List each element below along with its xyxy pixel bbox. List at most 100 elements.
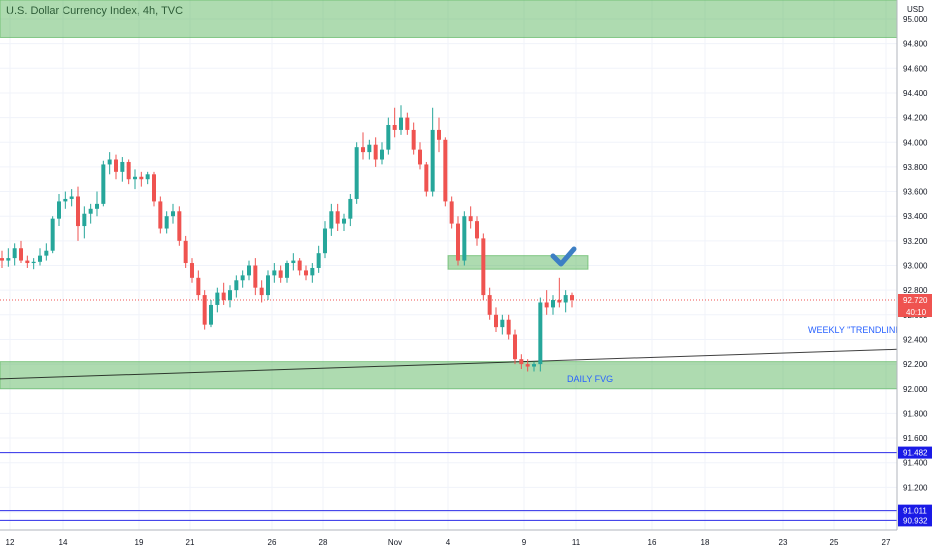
x-tick-label: 12	[6, 538, 15, 547]
candle-body	[44, 250, 49, 256]
y-tick-label: 94.400	[903, 89, 928, 98]
candle-body	[190, 263, 194, 278]
candle-body	[335, 211, 340, 224]
candle-body	[133, 176, 137, 180]
candle-body	[443, 139, 448, 202]
candle-body	[196, 277, 201, 296]
candle-body	[278, 270, 283, 278]
candle-body	[297, 260, 302, 271]
y-tick-label: 91.600	[903, 434, 928, 443]
candle-body	[285, 263, 289, 278]
currency-label: USD	[907, 5, 924, 14]
candle-body	[234, 280, 239, 291]
candle-body	[50, 218, 55, 251]
candle-body	[329, 211, 334, 229]
candle-body	[101, 164, 106, 204]
last-price-label: 92.720	[903, 296, 928, 305]
candle-body	[551, 300, 555, 308]
candle-body	[468, 216, 473, 222]
candle-body	[437, 129, 441, 140]
candle-body	[342, 218, 346, 224]
candle-body	[399, 117, 403, 130]
candle-body	[6, 258, 11, 261]
candle-body	[494, 314, 498, 328]
candle-body	[291, 260, 296, 264]
checkmark-icon	[550, 246, 577, 267]
zone-rect[interactable]	[0, 0, 898, 38]
x-tick-label: 11	[572, 538, 581, 547]
candle-body	[76, 196, 80, 227]
candle-body	[247, 265, 251, 276]
trendline[interactable]	[0, 348, 898, 380]
candle-body	[563, 295, 568, 303]
candle-body	[354, 147, 359, 199]
candle-body	[386, 124, 391, 150]
candle-body	[31, 261, 36, 264]
candle-body	[462, 216, 467, 261]
candle-body	[12, 248, 17, 259]
x-tick-label: 28	[319, 538, 328, 547]
candle-body	[525, 364, 530, 367]
candle-body	[266, 275, 270, 296]
y-tick-label: 92.400	[903, 335, 928, 344]
level-badge-label: 91.011	[903, 507, 927, 516]
candle-body	[373, 144, 378, 160]
candle-body	[240, 275, 245, 281]
candle-body	[82, 213, 87, 227]
zone-label: DAILY FVG	[567, 374, 613, 384]
level-badge	[898, 514, 932, 527]
trendline-label: WEEKLY "TRENDLINE"	[808, 325, 905, 335]
y-tick-label: 94.800	[903, 40, 928, 49]
candle-body	[120, 161, 125, 172]
candle-body	[139, 176, 144, 180]
candle-body	[63, 198, 68, 202]
candle-body	[253, 265, 258, 288]
y-tick-label: 93.200	[903, 237, 928, 246]
y-tick-label: 94.200	[903, 114, 928, 123]
candle-body	[158, 201, 163, 229]
candle-body	[171, 211, 175, 217]
candle-body	[532, 364, 536, 367]
y-tick-label: 92.200	[903, 360, 928, 369]
x-tick-label: 27	[882, 538, 891, 547]
x-tick-label: 21	[186, 538, 195, 547]
level-badge	[898, 504, 932, 517]
candle-body	[25, 260, 30, 264]
candle-body	[405, 117, 410, 130]
y-tick-label: 92.000	[903, 385, 928, 394]
candle-body	[95, 203, 99, 209]
x-tick-label: 25	[830, 538, 839, 547]
y-tick-label: 95.000	[903, 15, 928, 24]
x-tick-label: 14	[59, 538, 68, 547]
candle-body	[392, 124, 397, 130]
y-tick-label: 92.800	[903, 286, 928, 295]
candle-body	[538, 302, 543, 365]
y-tick-label: 93.800	[903, 163, 928, 172]
candle-body	[259, 287, 264, 296]
candle-body	[57, 201, 61, 219]
zone-rect[interactable]	[0, 361, 898, 390]
candle-body	[348, 198, 353, 219]
x-tick-label: Nov	[388, 538, 402, 547]
candle-body	[221, 292, 226, 301]
candle-body	[209, 304, 213, 325]
candle-body	[411, 129, 416, 150]
candle-body	[316, 253, 321, 268]
x-tick-label: 19	[135, 538, 144, 547]
level-badge-label: 91.482	[903, 449, 928, 458]
candle-body	[69, 196, 74, 199]
y-tick-label: 93.000	[903, 262, 928, 271]
candle-body	[544, 302, 549, 308]
x-tick-label: 26	[268, 538, 277, 547]
candle-body	[430, 129, 435, 192]
candle-body	[114, 159, 118, 172]
candle-body	[304, 270, 308, 276]
x-tick-label: 23	[779, 538, 788, 547]
candle-body	[164, 216, 169, 229]
candle-body	[570, 295, 574, 301]
candle-body	[418, 149, 422, 165]
y-tick-label: 94.600	[903, 64, 928, 73]
candle-body	[506, 319, 511, 335]
candle-body	[215, 292, 220, 305]
